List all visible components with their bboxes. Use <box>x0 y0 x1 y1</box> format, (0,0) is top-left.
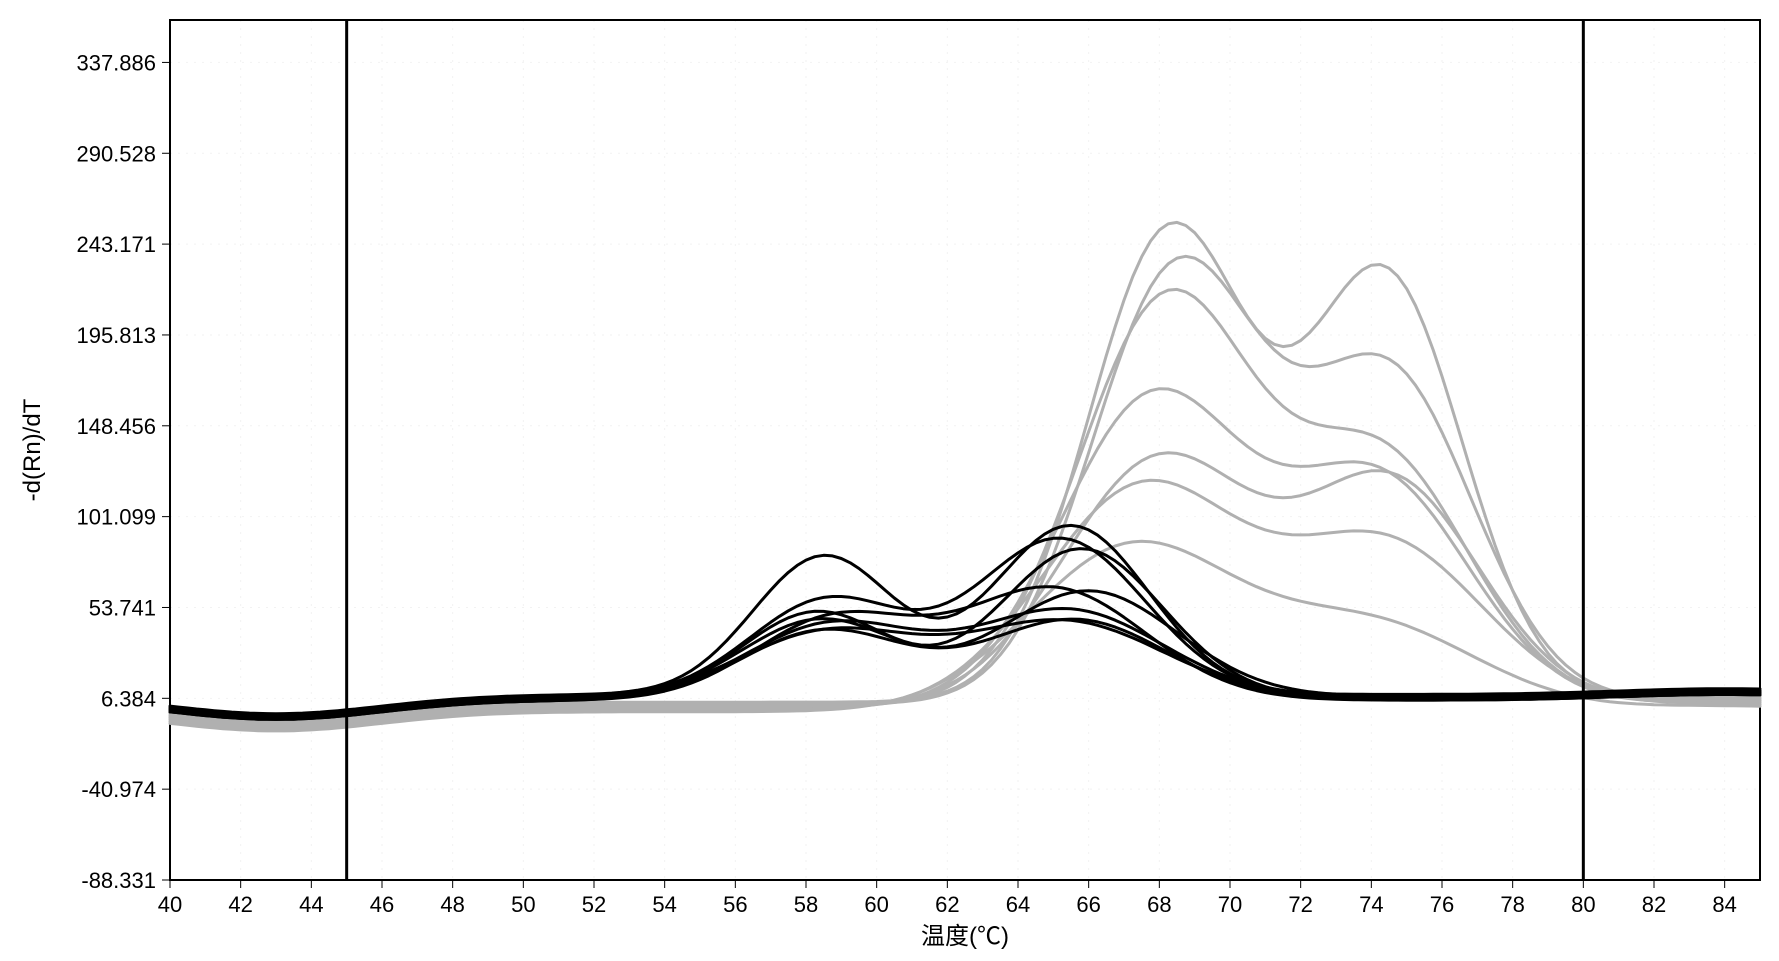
x-tick-label: 54 <box>652 892 676 917</box>
chart-canvas: 40 42 44 46 48 50 52 54 56 58 60 62 64 66 68 70 72 74 76 78… <box>0 0 1779 961</box>
x-tick-label: 72 <box>1288 892 1312 917</box>
melt-curve-chart: 40 42 44 46 48 50 52 54 56 58 60 62 64 66 68 70 72 74 76 78… <box>0 0 1779 961</box>
x-tick-label: 56 <box>723 892 747 917</box>
x-tick-label: 68 <box>1147 892 1171 917</box>
chart-background <box>0 0 1779 961</box>
x-tick-label: 42 <box>228 892 252 917</box>
x-tick-label: 40 <box>158 892 182 917</box>
x-tick-label: 50 <box>511 892 535 917</box>
y-tick-label: 53.741 <box>89 595 156 620</box>
x-tick-label: 66 <box>1076 892 1100 917</box>
y-tick-label: 101.099 <box>76 505 156 530</box>
y-axis-title: -d(Rn)/dT <box>19 398 46 501</box>
y-tick-label: 290.528 <box>76 141 156 166</box>
x-tick-label: 48 <box>440 892 464 917</box>
x-tick-label: 58 <box>794 892 818 917</box>
x-tick-label: 76 <box>1430 892 1454 917</box>
x-axis-title: 温度(℃) <box>921 923 1009 950</box>
y-tick-label: 148.456 <box>76 414 156 439</box>
y-tick-label: 337.886 <box>76 50 156 75</box>
x-tick-label: 78 <box>1500 892 1524 917</box>
x-tick-label: 44 <box>299 892 323 917</box>
x-tick-label: 74 <box>1359 892 1383 917</box>
y-tick-label: 6.384 <box>101 686 156 711</box>
y-tick-label: -40.974 <box>81 777 156 802</box>
x-tick-label: 62 <box>935 892 959 917</box>
y-tick-label: -88.331 <box>81 868 156 893</box>
y-tick-label: 195.813 <box>76 323 156 348</box>
x-tick-label: 84 <box>1712 892 1736 917</box>
x-tick-label: 52 <box>582 892 606 917</box>
x-tick-label: 60 <box>864 892 888 917</box>
x-tick-label: 46 <box>370 892 394 917</box>
x-tick-label: 80 <box>1571 892 1595 917</box>
x-tick-label: 64 <box>1006 892 1030 917</box>
x-tick-label: 82 <box>1642 892 1666 917</box>
y-tick-label: 243.171 <box>76 232 156 257</box>
x-tick-label: 70 <box>1218 892 1242 917</box>
